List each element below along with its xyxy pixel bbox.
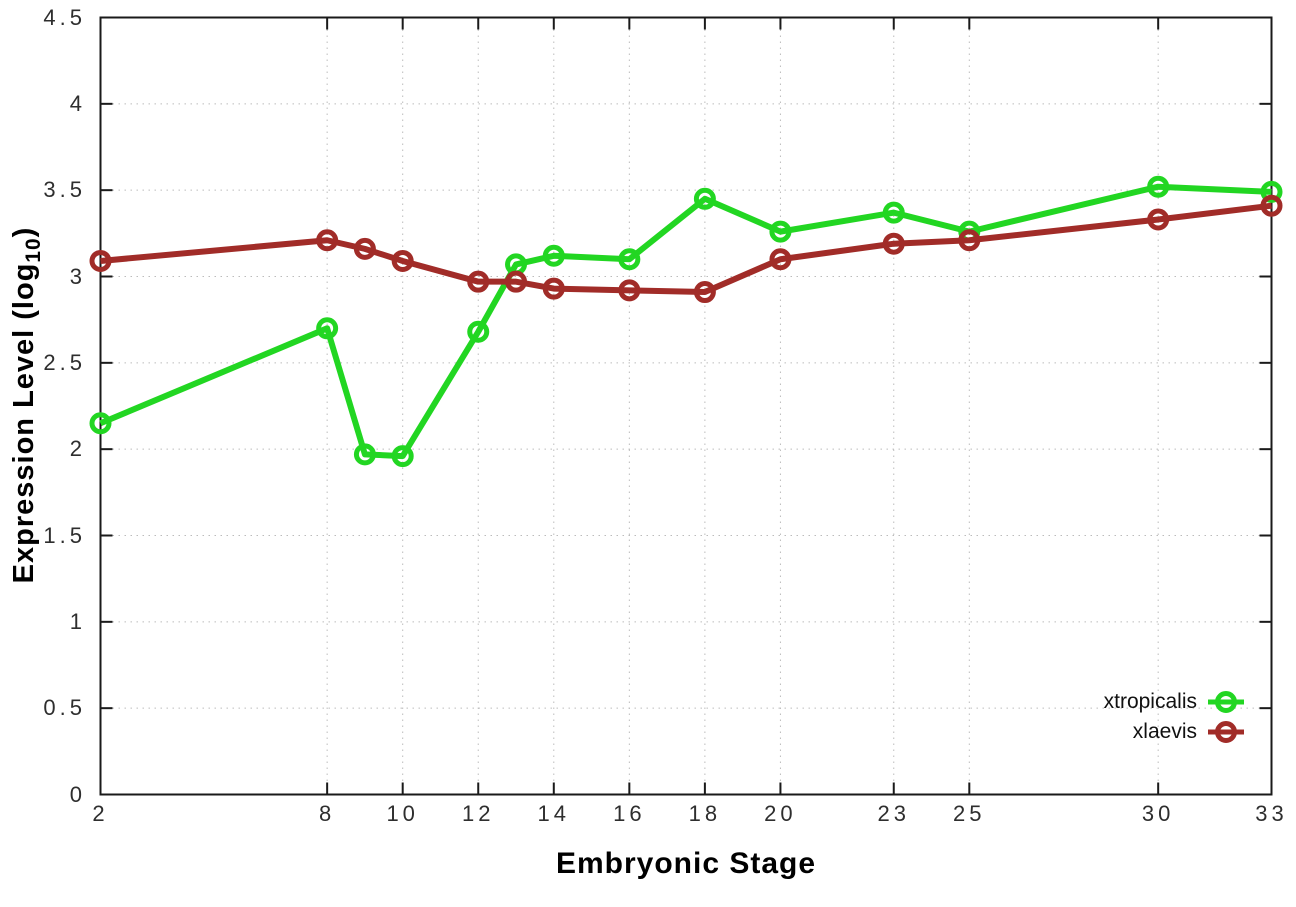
legend-item-xlaevis: xlaevis bbox=[1104, 717, 1245, 747]
xlaevis-point bbox=[467, 270, 490, 293]
xtropicalis-point bbox=[353, 443, 376, 466]
legend-label-xtropicalis: xtropicalis bbox=[1103, 690, 1197, 713]
y-axis-title: Expression Level (log10) bbox=[8, 227, 46, 584]
y-tick-label: 2.5 bbox=[43, 349, 86, 375]
x-tick-label: 16 bbox=[613, 800, 646, 826]
xlaevis-point bbox=[89, 249, 112, 272]
xtropicalis-point bbox=[542, 244, 565, 267]
y-tick-label: 4.5 bbox=[43, 4, 86, 30]
xlaevis-point bbox=[693, 281, 716, 304]
xtropicalis-point bbox=[618, 248, 641, 271]
y-tick-label: 4 bbox=[69, 90, 86, 116]
x-axis-title: Embryonic Stage bbox=[555, 847, 817, 880]
x-tick-label: 10 bbox=[386, 800, 419, 826]
x-tick-label: 23 bbox=[877, 800, 910, 826]
y-tick-label: 3 bbox=[69, 263, 86, 289]
xlaevis-line-marker-icon bbox=[1208, 721, 1244, 743]
xtropicalis-point bbox=[391, 445, 414, 468]
y-tick-label: 1 bbox=[69, 608, 86, 634]
x-tick-label: 20 bbox=[764, 800, 797, 826]
xtropicalis-point bbox=[1147, 175, 1170, 198]
x-tick-label: 12 bbox=[461, 800, 495, 826]
x-tick-label: 30 bbox=[1141, 800, 1175, 826]
xtropicalis-point bbox=[467, 320, 490, 343]
y-tick-label: 0 bbox=[69, 781, 86, 807]
plot-border bbox=[99, 16, 1273, 796]
x-tick-label: 25 bbox=[953, 800, 986, 826]
xlaevis-line bbox=[100, 202, 1272, 296]
y-axis-title-subscript: 10 bbox=[21, 237, 45, 263]
y-tick-label: 3.5 bbox=[43, 177, 86, 203]
x-tick-label: 14 bbox=[537, 800, 571, 826]
xlaevis-point bbox=[391, 249, 414, 272]
xlaevis-point bbox=[618, 279, 641, 302]
xlaevis-point bbox=[769, 248, 792, 271]
xlaevis-point bbox=[958, 229, 981, 252]
legend-label-xlaevis: xlaevis bbox=[1132, 720, 1197, 743]
legend: xtropicalis xlaevis bbox=[1104, 687, 1245, 747]
legend-item-xtropicalis: xtropicalis bbox=[1104, 687, 1245, 717]
xlaevis-point bbox=[542, 277, 565, 300]
xlaevis-point bbox=[1260, 194, 1283, 217]
xtropicalis-point bbox=[89, 412, 112, 435]
x-tick-label: 8 bbox=[319, 800, 336, 826]
x-tick-label: 2 bbox=[92, 800, 109, 826]
xlaevis-point bbox=[1147, 208, 1170, 231]
xtropicalis-point bbox=[769, 220, 792, 243]
y-axis-title-suffix: ) bbox=[8, 226, 41, 238]
xtropicalis-point bbox=[882, 201, 905, 224]
y-tick-label: 0.5 bbox=[43, 695, 86, 721]
xtropicalis-point bbox=[1260, 180, 1283, 203]
y-tick-label: 2 bbox=[69, 436, 86, 462]
x-tick-label: 33 bbox=[1255, 800, 1288, 826]
y-axis-title-text: Expression Level (log bbox=[8, 262, 41, 584]
xlaevis-point bbox=[505, 270, 528, 293]
xtropicalis-point bbox=[693, 187, 716, 210]
xtropicalis-line-marker-icon bbox=[1208, 691, 1244, 713]
y-tick-label: 1.5 bbox=[43, 522, 86, 548]
xlaevis-point bbox=[353, 237, 376, 260]
xlaevis-point bbox=[316, 229, 339, 252]
xlaevis-point bbox=[882, 232, 905, 255]
x-tick-label: 18 bbox=[688, 800, 722, 826]
xtropicalis-point bbox=[316, 317, 339, 340]
